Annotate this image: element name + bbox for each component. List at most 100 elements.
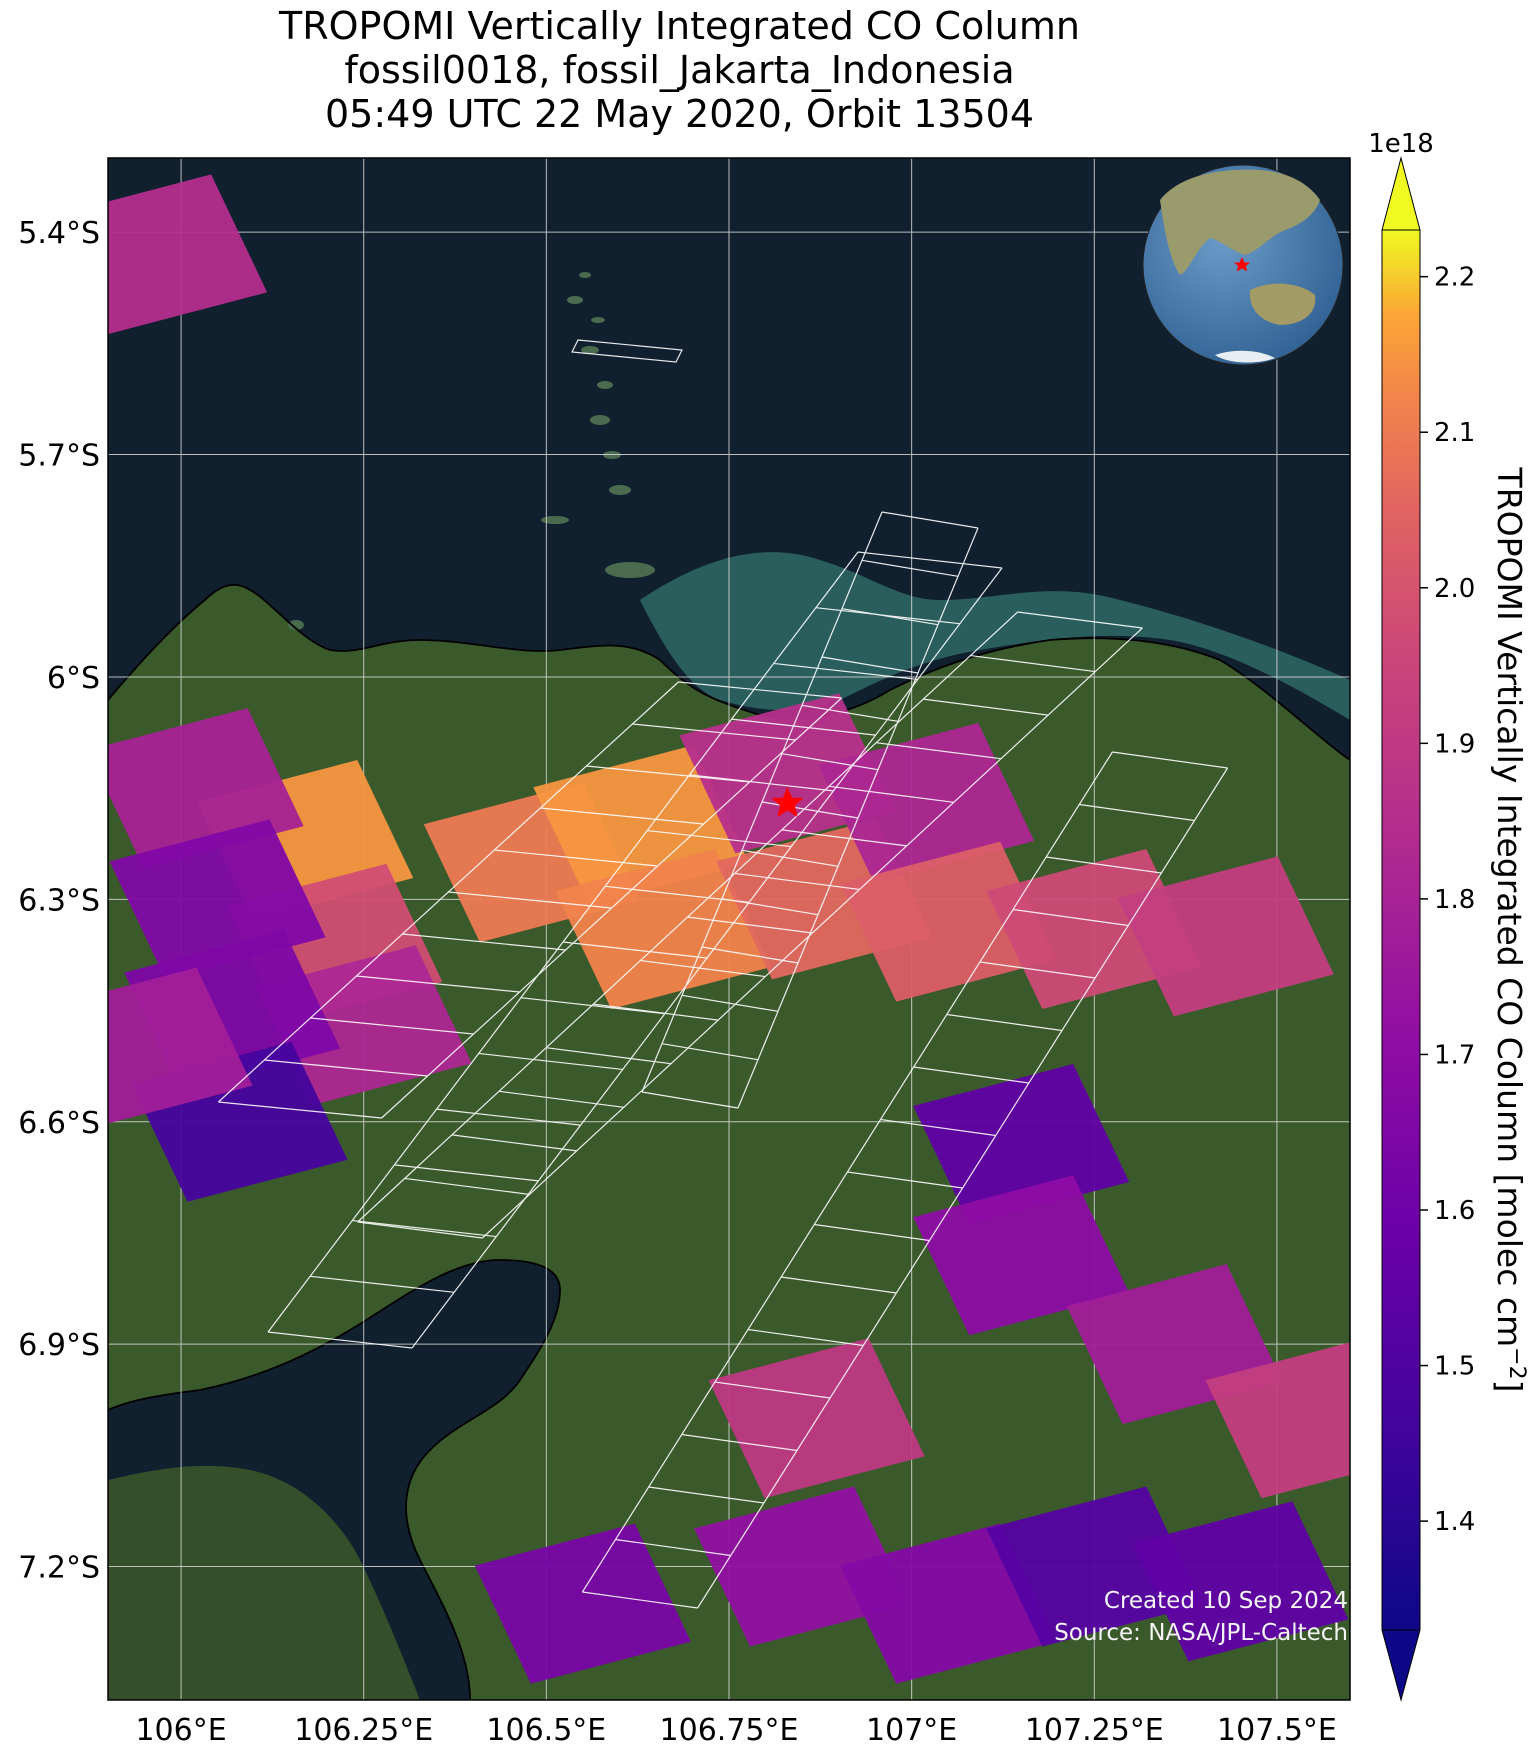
colorbar-ticks: 1.4 1.5 1.6 1.7 1.8 1.9 2.0 2.1 2.2 xyxy=(1420,263,1475,1537)
outline-cell-edge xyxy=(861,559,959,577)
outline-cell-edge xyxy=(781,753,879,771)
shallow-water xyxy=(640,552,1350,720)
outline-cell-edge xyxy=(721,898,819,916)
sounding-27 xyxy=(1132,1501,1349,1662)
sounding-19 xyxy=(913,1175,1130,1336)
colorbar-label-exp: −2 xyxy=(1504,1347,1528,1379)
sounding-14 xyxy=(818,722,1035,883)
colorbar-body xyxy=(1381,229,1421,1631)
outline-cell-edge xyxy=(498,1090,624,1108)
outline-strip-edge xyxy=(697,767,1229,1609)
sounding-21 xyxy=(1205,1342,1350,1499)
outline-cell-edge xyxy=(857,551,1003,569)
outline-cell-edge xyxy=(714,1381,831,1399)
lat-tick-label: 5.4°S xyxy=(18,216,100,251)
outline-cell-edge xyxy=(923,698,1049,716)
lon-tick-label: 106°E xyxy=(135,1713,226,1748)
outline-cell-edge xyxy=(681,994,779,1012)
outline-strip-edge xyxy=(267,551,859,1333)
outline-cell-edge xyxy=(562,941,708,959)
title-line-2: fossil0018, fossil_Jakarta_Indonesia xyxy=(344,48,1015,92)
outline-cell-edge xyxy=(689,774,834,792)
inset-globe xyxy=(1142,164,1344,366)
globe-red-star-icon xyxy=(1234,257,1250,272)
outline-cell-edge xyxy=(436,1108,581,1126)
colorbar-tick-label: 1.4 xyxy=(1434,1507,1475,1537)
sounding-23 xyxy=(474,1523,691,1684)
outline-cell-edge xyxy=(218,1101,382,1119)
outline-cell-edge xyxy=(731,718,876,736)
title-line-3: 05:49 UTC 22 May 2020, Orbit 13504 xyxy=(324,92,1034,136)
outline-cell-edge xyxy=(593,1003,719,1021)
colorbar-tick-label: 1.5 xyxy=(1434,1352,1475,1382)
outline-cell-edge xyxy=(781,1276,897,1294)
outline-strip-edge xyxy=(411,567,1003,1349)
colorbar-tick-label: 1.9 xyxy=(1434,729,1475,759)
outline-cell-edge xyxy=(586,765,750,783)
longitude-tick-labels: 106°E 106.25°E 106.5°E 106.75°E 107°E 107.25°… xyxy=(135,1713,1336,1748)
outline-cell-edge xyxy=(641,1091,739,1109)
footprint-outlines xyxy=(217,339,1229,1609)
colorbar-label: TROPOMI Vertically Integrated CO Column … xyxy=(1490,467,1528,1393)
colorbar-label-main: TROPOMI Vertically Integrated CO Column … xyxy=(1490,467,1528,1348)
globe-antarctica xyxy=(1215,350,1275,363)
sounding-24 xyxy=(694,1486,911,1647)
outline-cell-edge xyxy=(747,1328,864,1347)
credit-created: Created 10 Sep 2024 xyxy=(1103,1588,1348,1614)
sounding-8 xyxy=(108,967,253,1124)
outline-strip-edge xyxy=(581,751,1113,1593)
outline-cell-edge xyxy=(814,1223,930,1242)
outline-offshore-strip xyxy=(571,339,683,363)
outline-cell-edge xyxy=(1079,803,1195,822)
outline-cell-edge xyxy=(678,681,842,699)
colorbar-tick-label: 1.6 xyxy=(1434,1196,1475,1226)
outline-cell-edge xyxy=(1112,751,1228,769)
colorbar: 1.4 1.5 1.6 1.7 1.8 1.9 2.0 2.1 2.2 1e18 TROPOMI… xyxy=(1368,129,1528,1702)
map-frame xyxy=(107,157,1351,1701)
outline-cell-edge xyxy=(310,1017,474,1035)
outline-strip-edge xyxy=(381,697,843,1119)
outline-cell-edge xyxy=(357,1221,483,1239)
outline-cell-edge xyxy=(451,1134,577,1152)
colorbar-tick-label: 2.0 xyxy=(1434,574,1475,604)
outline-cell-edge xyxy=(741,849,839,867)
lon-tick-label: 107.25°E xyxy=(1025,1713,1164,1748)
lon-tick-label: 107.5°E xyxy=(1217,1713,1337,1748)
outline-cell-edge xyxy=(546,1047,672,1065)
colorbar-extend-bottom xyxy=(1381,1629,1421,1702)
outline-cell-edge xyxy=(448,891,612,909)
thousand-islands xyxy=(288,272,655,630)
colorbar-extend-top xyxy=(1381,156,1421,231)
outline-cell-edge xyxy=(847,1171,963,1189)
outline-cell-edge xyxy=(356,975,520,993)
outline-strip-edge xyxy=(737,527,979,1109)
colorbar-tick-label: 2.1 xyxy=(1434,418,1475,448)
outline-cell-edge xyxy=(494,849,658,867)
colorbar-tick-label: 1.7 xyxy=(1434,1040,1475,1070)
outline-cell-edge xyxy=(404,1177,530,1196)
map-area xyxy=(108,158,1350,1700)
lon-tick-label: 107°E xyxy=(866,1713,957,1748)
outline-cell-edge xyxy=(946,1013,1063,1032)
outline-cell-edge xyxy=(970,654,1096,673)
lon-tick-label: 106.75°E xyxy=(660,1713,799,1748)
outline-cell-edge xyxy=(352,1219,497,1238)
lat-tick-label: 5.7°S xyxy=(18,439,100,474)
sounding-16 xyxy=(986,849,1203,1009)
outline-cell-edge xyxy=(1046,856,1162,874)
outline-cell-edge xyxy=(701,946,799,964)
lat-tick-label: 6°S xyxy=(47,661,100,696)
lat-tick-label: 6.6°S xyxy=(18,1106,100,1141)
lon-tick-label: 106.5°E xyxy=(486,1713,606,1748)
outline-cell-edge xyxy=(661,1043,759,1061)
sounding-7 xyxy=(108,174,268,335)
outline-cell-edge xyxy=(478,1052,623,1071)
title-line-1: TROPOMI Vertically Integrated CO Column xyxy=(279,4,1080,48)
red-star-icon xyxy=(771,786,804,817)
outline-cell-edge xyxy=(828,785,954,803)
outline-cell-edge xyxy=(267,1331,413,1349)
outline-cell-edge xyxy=(761,801,859,819)
outline-cell-edge xyxy=(520,997,665,1015)
outline-cell-edge xyxy=(1017,611,1143,629)
outline-cell-edge xyxy=(841,608,939,626)
